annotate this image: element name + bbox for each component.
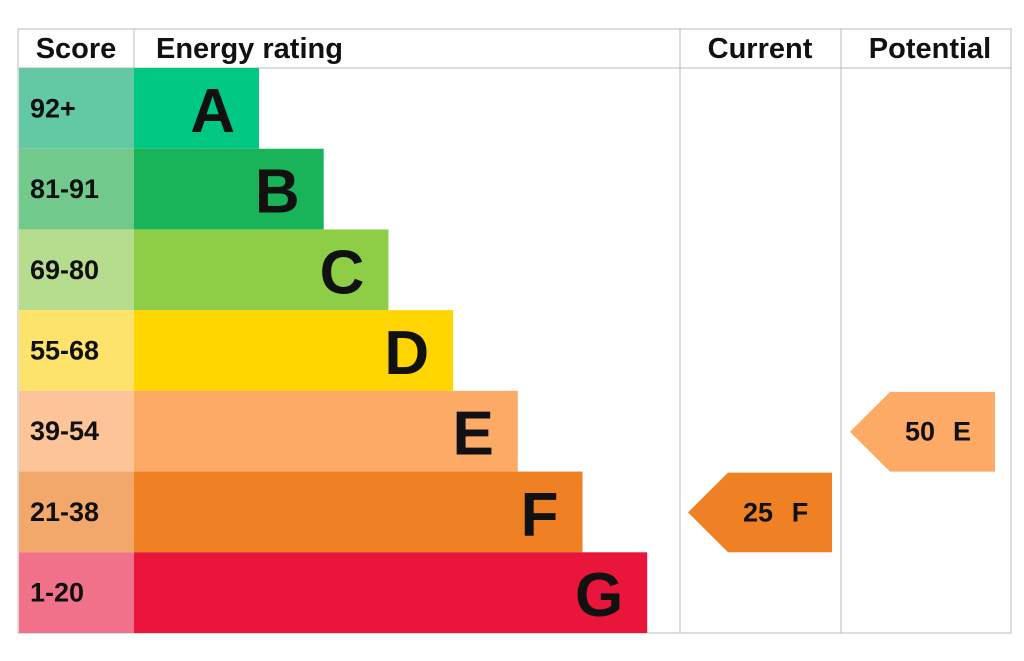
score-label: 81-91 — [30, 174, 99, 204]
score-cell — [19, 310, 134, 391]
band-letter: B — [255, 158, 300, 227]
header-score: Score — [36, 33, 117, 65]
score-label: 39-54 — [30, 416, 99, 446]
current-arrow — [688, 472, 832, 553]
band-letter: C — [320, 238, 365, 307]
rating-bar — [134, 310, 454, 391]
rating-bar — [134, 68, 259, 149]
score-label: 92+ — [30, 93, 76, 123]
score-cell — [19, 68, 134, 149]
band-letter: G — [575, 561, 623, 630]
header-current: Current — [708, 33, 813, 65]
potential-letter: E — [953, 417, 971, 447]
band-letter: A — [190, 77, 235, 146]
band-letter: D — [384, 319, 429, 388]
header-rating: Energy rating — [156, 33, 343, 65]
rating-bar — [134, 390, 518, 472]
score-label: 21-38 — [30, 497, 99, 527]
score-label: 69-80 — [30, 255, 99, 285]
rating-bar — [134, 552, 648, 633]
score-cell — [19, 390, 134, 472]
score-cell — [19, 229, 134, 311]
score-label: 55-68 — [30, 336, 99, 366]
current-value: 25 — [743, 497, 773, 527]
score-cell — [19, 471, 134, 553]
header-potential: Potential — [869, 33, 991, 65]
current-letter: F — [792, 497, 809, 527]
potential-arrow — [850, 391, 995, 472]
score-cell — [19, 552, 134, 633]
band-letter: E — [452, 400, 493, 469]
score-cell — [19, 148, 134, 230]
rating-bar — [134, 471, 583, 553]
potential-value: 50 — [905, 417, 935, 447]
rating-bar — [134, 229, 389, 311]
band-letter: F — [521, 480, 559, 549]
score-label: 1-20 — [30, 578, 84, 608]
rating-bar — [134, 148, 324, 230]
